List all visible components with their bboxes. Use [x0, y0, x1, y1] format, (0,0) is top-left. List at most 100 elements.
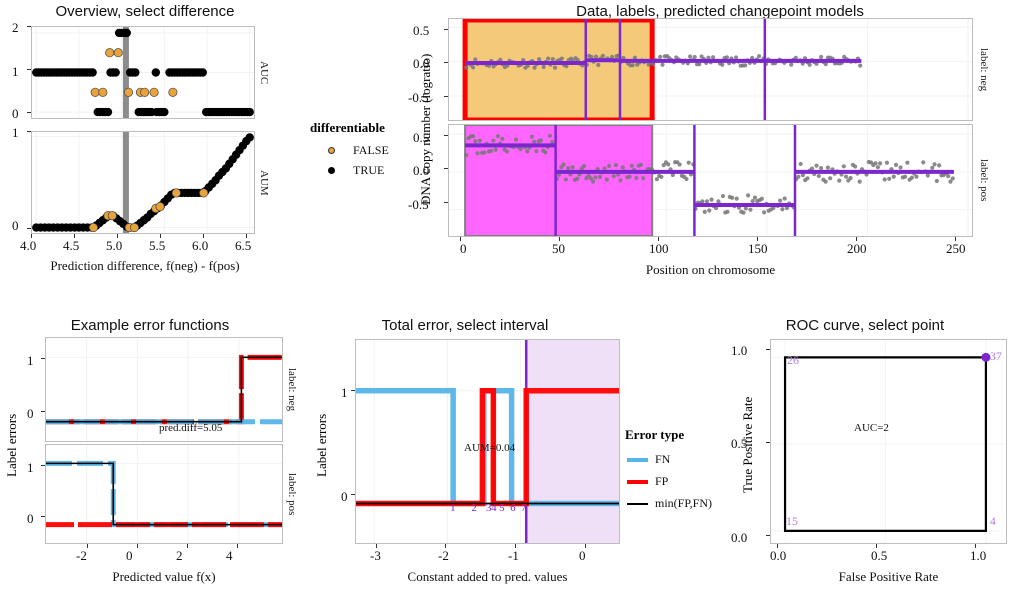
axis-tick [766, 349, 770, 350]
overview-auc-ytick-1: 1 [12, 64, 19, 79]
total-error-plot-area[interactable]: AUM=0.04 1 2 3 4 5 6 7 [355, 339, 620, 544]
axis-tick [237, 544, 238, 548]
axis-tick [585, 544, 586, 548]
error-type-legend-item-fn[interactable]: FN [627, 452, 670, 467]
overview-strip-auc: AUC [258, 60, 270, 85]
roc-point-label-4[interactable]: 4 [989, 513, 996, 528]
axis-tick [74, 234, 75, 238]
axis-tick [187, 544, 188, 548]
axis-tick [137, 544, 138, 548]
overview-aum-plot-area[interactable] [31, 131, 255, 234]
error-functions-ylabel: Label errors [4, 413, 19, 477]
total-xtick-2: -1 [508, 548, 519, 563]
aum-annotation: AUM=0.04 [464, 442, 516, 454]
axis-tick [117, 234, 118, 238]
axis-tick [351, 390, 355, 391]
axis-tick [203, 234, 204, 238]
data-pos-ytick-m05: -0.5 [408, 197, 429, 212]
axis-tick [766, 535, 770, 536]
total-xtick-3: 0 [579, 548, 586, 563]
interval-label-3[interactable]: 3 [485, 502, 492, 514]
total-xtick-1: -2 [438, 548, 449, 563]
differentiable-legend-title: differentiable [310, 120, 385, 135]
total-ytick-0: 0 [341, 489, 348, 504]
interval-label-2[interactable]: 2 [471, 502, 477, 514]
interval-label-7[interactable]: 7 [521, 502, 527, 514]
error-functions-panel[interactable]: Example error functions Label errors pre… [0, 305, 310, 602]
overview-xtick-3: 5.5 [149, 238, 166, 253]
errfn-neg-ytick-0: 0 [27, 406, 34, 421]
total-ytick-1: 1 [341, 385, 348, 400]
interval-label-5[interactable]: 5 [499, 502, 505, 514]
interval-label-4[interactable]: 4 [491, 502, 497, 514]
error-functions-pos-plot-area[interactable] [45, 444, 283, 544]
axis-tick [376, 544, 377, 548]
overview-auc-ytick-2: 2 [12, 20, 19, 35]
errfn-neg-ytick-1: 1 [27, 353, 34, 368]
errfn-xtick-3: 4 [226, 548, 233, 563]
axis-tick [876, 544, 877, 548]
overview-auc-plot-area[interactable] [31, 26, 255, 119]
overview-aum-ytick-0: 0 [12, 218, 19, 233]
error-functions-neg-plot-area[interactable]: pred.diff=5.05 [45, 337, 283, 442]
error-functions-strip-pos: label: pos [286, 472, 298, 516]
data-neg-ytick-m05: -0.5 [408, 90, 429, 105]
interval-label-1[interactable]: 1 [450, 502, 456, 514]
roc-point-label-37[interactable]: 37 [989, 349, 1002, 364]
data-strip-neg: label: neg [978, 47, 990, 92]
axis-tick [27, 131, 31, 132]
error-type-legend-title: Error type [625, 427, 685, 442]
axis-tick [41, 465, 45, 466]
roc-xtick-05: 0.5 [871, 548, 888, 563]
axis-tick [658, 237, 659, 241]
axis-tick [27, 228, 31, 229]
error-type-legend-label-min: min(FP,FN) [655, 496, 713, 510]
roc-point-label-26[interactable]: 26 [787, 353, 800, 368]
total-error-panel[interactable]: Total error, select interval Label error… [310, 305, 712, 602]
axis-tick [27, 112, 31, 113]
overview-xtick-5: 6.5 [235, 238, 252, 253]
data-xlabel: Position on chromosome [645, 262, 776, 277]
overview-title: Overview, select difference [55, 3, 235, 20]
data-pos-plot-area[interactable] [448, 124, 973, 237]
errfn-xtick-2: 2 [176, 548, 183, 563]
axis-tick [31, 234, 32, 238]
error-type-legend-item-fp[interactable]: FP [627, 474, 668, 489]
data-strip-pos: label: pos [978, 159, 990, 202]
interval-label-6[interactable]: 6 [510, 502, 516, 514]
roc-title: ROC curve, select point [785, 317, 945, 334]
axis-tick [515, 544, 516, 548]
error-functions-title: Example error functions [70, 317, 230, 334]
axis-tick [777, 544, 778, 548]
roc-panel[interactable]: ROC curve, select point True Positive Ra… [680, 305, 1025, 602]
axis-tick [757, 237, 758, 241]
differentiable-legend-item-false[interactable]: FALSE [328, 143, 389, 158]
fn-line-swatch-icon [627, 457, 648, 462]
overview-xtick-4: 6.0 [192, 238, 209, 253]
axis-tick [975, 544, 976, 548]
data-neg-plot-area[interactable] [448, 18, 973, 121]
differentiable-legend-label-true: TRUE [353, 163, 385, 177]
data-xtick-4: 200 [847, 241, 867, 256]
error-type-legend-item-min[interactable]: min(FP,FN) [627, 496, 712, 511]
roc-ytick-00: 0.0 [731, 530, 748, 545]
roc-point-label-15[interactable]: 15 [786, 513, 799, 528]
differentiable-legend-label-false: FALSE [353, 143, 389, 157]
data-panel[interactable]: Data, labels, predicted changepoint mode… [300, 0, 1025, 285]
roc-ytick-05: 0.5 [731, 436, 748, 451]
data-neg-ytick-00: 0.0 [413, 56, 430, 71]
roc-ytick-10: 1.0 [731, 343, 748, 358]
errfn-xtick-0: -2 [76, 548, 87, 563]
roc-plot-area[interactable]: AUC=2 26 37 15 4 [770, 339, 1007, 544]
roc-xlabel: False Positive Rate [838, 569, 939, 584]
axis-tick [41, 358, 45, 359]
data-neg-ytick-05: 0.5 [413, 23, 430, 38]
axis-tick [444, 29, 448, 30]
overview-panel[interactable]: Overview, select difference AUC AUM 2 1 … [0, 0, 300, 285]
orange-dot-icon [328, 147, 335, 154]
axis-tick [559, 237, 560, 241]
axis-tick [41, 411, 45, 412]
axis-tick [246, 234, 247, 238]
differentiable-legend-item-true[interactable]: TRUE [328, 163, 384, 178]
total-error-xlabel: Constant added to pred. values [407, 569, 568, 584]
